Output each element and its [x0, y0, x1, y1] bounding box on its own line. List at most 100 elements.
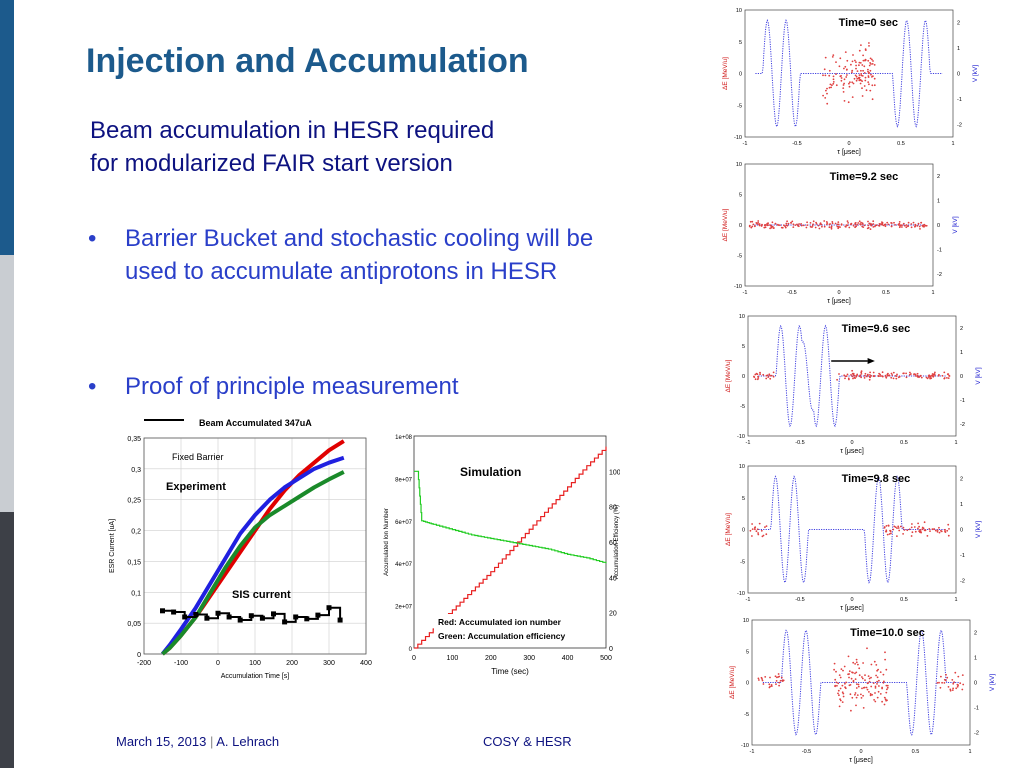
- y-tick-label: 6e+07: [395, 520, 413, 526]
- particle-point: [831, 221, 834, 223]
- particle-point: [885, 684, 888, 687]
- particle-point: [765, 377, 768, 380]
- particle-point: [873, 64, 876, 66]
- particle-point: [752, 223, 755, 226]
- sidebar-segment-bottom: [0, 512, 14, 768]
- particle-point: [846, 220, 849, 222]
- particle-point: [843, 67, 845, 70]
- particle-point: [943, 682, 946, 684]
- x-tick-label: 200: [286, 660, 298, 667]
- particle-point: [748, 225, 751, 228]
- particle-point: [783, 224, 785, 227]
- particle-point: [767, 376, 770, 378]
- particle-point: [947, 377, 950, 379]
- particle-point: [867, 70, 869, 73]
- x-tick-label: 1: [931, 290, 934, 296]
- footer-date: March 15, 2013: [116, 734, 207, 749]
- particle-point: [850, 709, 852, 712]
- particle-point: [764, 676, 767, 678]
- y-tick-label: 5: [739, 40, 742, 46]
- panel-time-label: Time=9.8 sec: [842, 473, 911, 485]
- particle-point: [952, 687, 954, 690]
- particle-point: [890, 376, 893, 379]
- particle-point: [946, 377, 948, 379]
- particle-point: [836, 684, 838, 687]
- particle-point: [855, 67, 857, 70]
- particle-point: [842, 87, 845, 89]
- particle-point: [855, 61, 857, 63]
- particle-point: [851, 81, 854, 84]
- particle-point: [787, 222, 790, 225]
- particle-point: [864, 679, 866, 681]
- data-point: [293, 614, 299, 620]
- particle-point: [850, 222, 853, 225]
- particle-point: [916, 225, 919, 227]
- bullet-line: Proof of principle measurement: [125, 373, 459, 400]
- particle-point: [955, 687, 958, 690]
- y-tick-label: 0: [137, 652, 141, 659]
- particle-point: [835, 61, 837, 63]
- particle-point: [836, 378, 838, 381]
- particle-point: [824, 74, 827, 77]
- phase-panel-3: -1 -0.5 0 0.5 1 10 5 0 -5 -10 2 1 0 -1 -2 τ [μsec] ΔE [M…: [708, 308, 998, 456]
- data-point: [204, 615, 210, 621]
- panel-time-label: Time=0 sec: [839, 17, 898, 29]
- particle-point: [838, 694, 840, 697]
- particle-point: [777, 676, 780, 678]
- particle-point: [928, 528, 931, 530]
- y-axis-label: ΔE [MeV/u]: [722, 208, 729, 241]
- y-tick-label: 5: [742, 496, 745, 502]
- particle-point: [961, 674, 964, 676]
- y-tick-label: 5: [739, 193, 742, 199]
- experiment-chart: Beam Accumulated 347uA -200 -100 0 100 200 300…: [104, 412, 380, 688]
- particle-point: [861, 687, 863, 690]
- particle-point: [873, 699, 875, 701]
- particle-point: [875, 664, 878, 666]
- y-tick-label: 0,1: [131, 590, 141, 597]
- particle-point: [881, 371, 884, 374]
- particle-point: [762, 683, 765, 685]
- x-tick-label: 0: [850, 440, 853, 446]
- particle-point: [869, 694, 872, 697]
- particle-point: [780, 226, 783, 229]
- y-tick-label: 1e+08: [395, 435, 413, 441]
- particle-point: [858, 667, 861, 670]
- particle-point: [892, 371, 895, 374]
- particle-point: [852, 661, 855, 664]
- particle-point: [859, 82, 862, 85]
- simulation-chart: 0 100 200 300 400 500 0 2e+07 4e+07 6e+07 8e+07 1e+…: [382, 428, 621, 680]
- particle-point: [815, 223, 818, 225]
- particle-point: [750, 226, 753, 229]
- particle-point: [882, 224, 885, 227]
- legend-text-red: Red: Accumulated ion number: [438, 617, 562, 627]
- particle-point: [798, 223, 800, 225]
- particle-point: [766, 222, 769, 225]
- particle-point: [885, 525, 888, 527]
- particle-point: [918, 225, 921, 228]
- particle-point: [845, 681, 847, 684]
- x-tick-label: -0.5: [792, 141, 801, 147]
- y2-tick-label: -2: [974, 731, 979, 737]
- particle-point: [874, 692, 876, 694]
- x-tick-label: 0.5: [900, 597, 908, 603]
- y-tick-label: 4e+07: [395, 562, 413, 568]
- plot-frame: [744, 9, 954, 138]
- slide-title: Injection and Accumulation: [86, 42, 529, 80]
- particle-point: [855, 661, 858, 664]
- particle-point: [757, 532, 759, 534]
- particle-point: [861, 677, 864, 680]
- particle-point: [809, 222, 812, 224]
- y-tick-label: 8e+07: [395, 477, 413, 483]
- particle-point: [854, 692, 857, 694]
- particle-point: [870, 676, 872, 679]
- x-tick-label: 1: [951, 141, 954, 147]
- particle-point: [919, 374, 922, 377]
- particle-point: [811, 226, 813, 228]
- particle-point: [916, 372, 919, 375]
- y-axis-label: ΔE [MeV/u]: [725, 513, 732, 546]
- particle-point: [837, 682, 840, 685]
- particle-point: [878, 679, 880, 682]
- particle-point: [761, 679, 764, 682]
- particle-point: [844, 377, 846, 380]
